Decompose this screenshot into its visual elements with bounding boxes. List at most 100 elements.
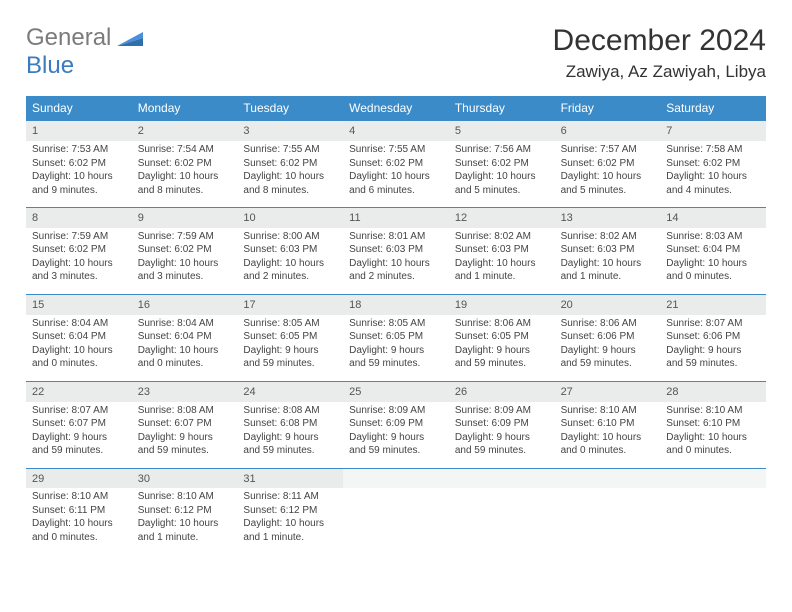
sunset-text: Sunset: 6:03 PM [455, 243, 549, 257]
sunset-text: Sunset: 6:10 PM [561, 417, 655, 431]
sunset-text: Sunset: 6:04 PM [138, 330, 232, 344]
day-number: 11 [343, 207, 449, 228]
day-cell: Sunrise: 8:01 AMSunset: 6:03 PMDaylight:… [343, 228, 449, 294]
daylight-text-line2: and 1 minute. [561, 270, 655, 284]
day-cell: Sunrise: 7:58 AMSunset: 6:02 PMDaylight:… [660, 141, 766, 207]
sunrise-text: Sunrise: 8:10 AM [561, 404, 655, 418]
day-cell: Sunrise: 8:06 AMSunset: 6:05 PMDaylight:… [449, 315, 555, 381]
sunrise-text: Sunrise: 8:07 AM [666, 317, 760, 331]
daylight-text-line2: and 59 minutes. [243, 357, 337, 371]
day-number: 10 [237, 207, 343, 228]
sunrise-text: Sunrise: 8:09 AM [455, 404, 549, 418]
daylight-text-line1: Daylight: 10 hours [349, 257, 443, 271]
sunrise-text: Sunrise: 8:05 AM [349, 317, 443, 331]
day-number: 4 [343, 120, 449, 141]
sunset-text: Sunset: 6:02 PM [349, 157, 443, 171]
daylight-text-line2: and 59 minutes. [349, 444, 443, 458]
daylight-text-line1: Daylight: 10 hours [349, 170, 443, 184]
sunset-text: Sunset: 6:02 PM [138, 157, 232, 171]
day-number: 15 [26, 294, 132, 315]
day-number: 20 [555, 294, 661, 315]
daylight-text-line2: and 0 minutes. [666, 444, 760, 458]
daylight-text-line1: Daylight: 9 hours [455, 431, 549, 445]
sunset-text: Sunset: 6:03 PM [349, 243, 443, 257]
daylight-text-line2: and 3 minutes. [138, 270, 232, 284]
sunrise-text: Sunrise: 7:55 AM [349, 143, 443, 157]
day-cell: Sunrise: 7:59 AMSunset: 6:02 PMDaylight:… [132, 228, 238, 294]
day-cell: Sunrise: 8:10 AMSunset: 6:12 PMDaylight:… [132, 488, 238, 554]
daylight-text-line1: Daylight: 10 hours [138, 344, 232, 358]
daylight-text-line2: and 59 minutes. [666, 357, 760, 371]
daylight-text-line1: Daylight: 10 hours [32, 170, 126, 184]
daylight-text-line1: Daylight: 10 hours [138, 170, 232, 184]
sunrise-text: Sunrise: 7:54 AM [138, 143, 232, 157]
sunrise-text: Sunrise: 8:09 AM [349, 404, 443, 418]
sunset-text: Sunset: 6:05 PM [455, 330, 549, 344]
sunset-text: Sunset: 6:11 PM [32, 504, 126, 518]
flag-icon [117, 28, 143, 51]
daylight-text-line1: Daylight: 10 hours [666, 170, 760, 184]
day-number: 9 [132, 207, 238, 228]
day-number: 25 [343, 381, 449, 402]
weekday-header: Saturday [660, 96, 766, 120]
day-cell: Sunrise: 8:05 AMSunset: 6:05 PMDaylight:… [237, 315, 343, 381]
sunrise-text: Sunrise: 8:05 AM [243, 317, 337, 331]
sunset-text: Sunset: 6:04 PM [32, 330, 126, 344]
daylight-text-line1: Daylight: 10 hours [32, 344, 126, 358]
sunrise-text: Sunrise: 8:10 AM [666, 404, 760, 418]
weekday-header: Wednesday [343, 96, 449, 120]
sunrise-text: Sunrise: 7:55 AM [243, 143, 337, 157]
sunrise-text: Sunrise: 8:08 AM [243, 404, 337, 418]
day-cell: Sunrise: 7:59 AMSunset: 6:02 PMDaylight:… [26, 228, 132, 294]
daylight-text-line1: Daylight: 9 hours [561, 344, 655, 358]
sunset-text: Sunset: 6:02 PM [561, 157, 655, 171]
day-number: 28 [660, 381, 766, 402]
daylight-text-line1: Daylight: 10 hours [32, 517, 126, 531]
sunset-text: Sunset: 6:02 PM [243, 157, 337, 171]
day-cell: Sunrise: 7:55 AMSunset: 6:02 PMDaylight:… [237, 141, 343, 207]
day-number: 29 [26, 468, 132, 489]
sunrise-text: Sunrise: 8:06 AM [561, 317, 655, 331]
day-cell: Sunrise: 8:04 AMSunset: 6:04 PMDaylight:… [132, 315, 238, 381]
day-cell: Sunrise: 8:09 AMSunset: 6:09 PMDaylight:… [449, 402, 555, 468]
sunset-text: Sunset: 6:12 PM [243, 504, 337, 518]
daylight-text-line1: Daylight: 10 hours [32, 257, 126, 271]
day-cell: Sunrise: 8:08 AMSunset: 6:08 PMDaylight:… [237, 402, 343, 468]
daylight-text-line2: and 0 minutes. [32, 357, 126, 371]
day-number: 23 [132, 381, 238, 402]
sunset-text: Sunset: 6:02 PM [32, 157, 126, 171]
sunrise-text: Sunrise: 8:01 AM [349, 230, 443, 244]
sunrise-text: Sunrise: 8:10 AM [32, 490, 126, 504]
sunset-text: Sunset: 6:03 PM [243, 243, 337, 257]
day-number: 19 [449, 294, 555, 315]
sunrise-text: Sunrise: 7:53 AM [32, 143, 126, 157]
daylight-text-line2: and 8 minutes. [243, 184, 337, 198]
day-cell-empty [660, 488, 766, 554]
day-number: 31 [237, 468, 343, 489]
day-number: 7 [660, 120, 766, 141]
logo-text: General Blue [26, 24, 111, 80]
sunset-text: Sunset: 6:02 PM [666, 157, 760, 171]
logo: General Blue [26, 24, 143, 80]
day-cell: Sunrise: 8:04 AMSunset: 6:04 PMDaylight:… [26, 315, 132, 381]
day-cell: Sunrise: 8:08 AMSunset: 6:07 PMDaylight:… [132, 402, 238, 468]
day-cell: Sunrise: 8:02 AMSunset: 6:03 PMDaylight:… [555, 228, 661, 294]
daylight-text-line1: Daylight: 9 hours [138, 431, 232, 445]
sunset-text: Sunset: 6:05 PM [349, 330, 443, 344]
day-cell: Sunrise: 8:06 AMSunset: 6:06 PMDaylight:… [555, 315, 661, 381]
day-number: 13 [555, 207, 661, 228]
weekday-header: Monday [132, 96, 238, 120]
day-cell-empty [449, 488, 555, 554]
daylight-text-line1: Daylight: 9 hours [455, 344, 549, 358]
daylight-text-line1: Daylight: 10 hours [561, 257, 655, 271]
daylight-text-line2: and 1 minute. [455, 270, 549, 284]
day-cell: Sunrise: 8:05 AMSunset: 6:05 PMDaylight:… [343, 315, 449, 381]
day-number: 14 [660, 207, 766, 228]
daylight-text-line2: and 5 minutes. [561, 184, 655, 198]
daylight-text-line1: Daylight: 9 hours [666, 344, 760, 358]
day-number: 6 [555, 120, 661, 141]
day-number: 27 [555, 381, 661, 402]
logo-text-blue: Blue [26, 52, 74, 79]
sunrise-text: Sunrise: 8:00 AM [243, 230, 337, 244]
sunrise-text: Sunrise: 8:10 AM [138, 490, 232, 504]
